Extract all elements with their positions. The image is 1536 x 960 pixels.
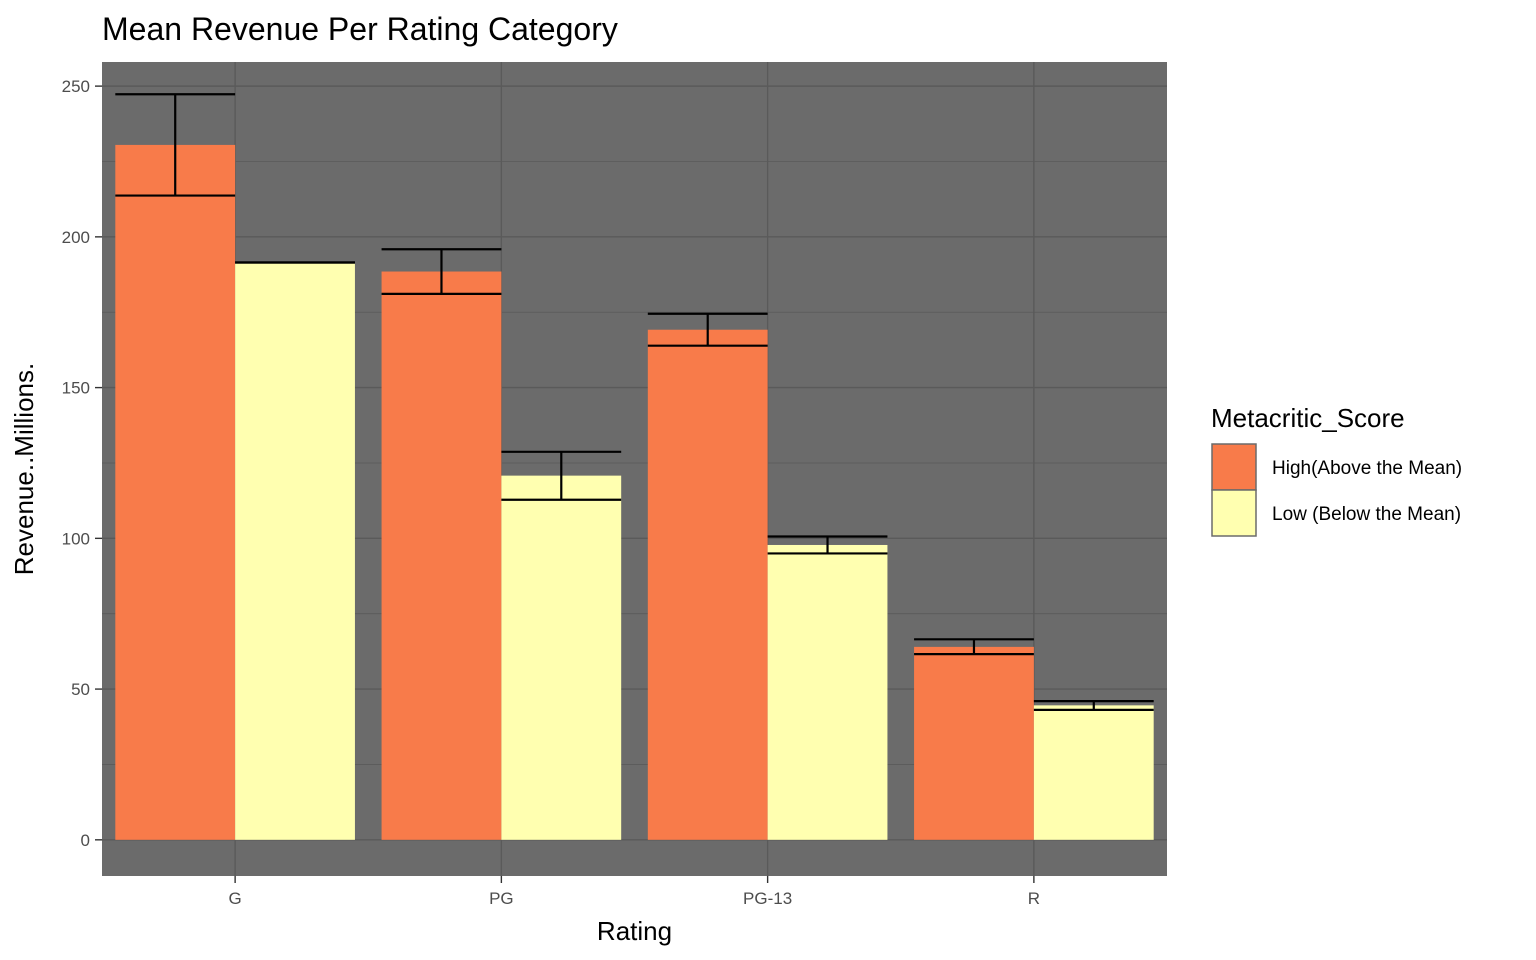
y-tick-label: 150 (62, 379, 90, 398)
x-axis: G PG PG-13 R (229, 876, 1040, 908)
bar (647, 329, 768, 840)
x-tick-label: G (229, 889, 242, 908)
legend-title: Metacritic_Score (1211, 403, 1405, 433)
legend-label: High(Above the Mean) (1272, 458, 1462, 479)
y-axis: 0 50 100 150 200 250 (62, 77, 102, 850)
bar (235, 262, 355, 840)
y-tick-label: 200 (62, 228, 90, 247)
x-tick-label: PG-13 (743, 889, 792, 908)
legend-key (1211, 489, 1257, 537)
error-bar-layer (115, 93, 1154, 711)
bar (501, 475, 622, 840)
y-tick-label: 100 (62, 529, 90, 548)
legend: Metacritic_Score High(Above the Mean) Low… (1211, 403, 1462, 537)
y-axis-title: Revenue..Millions. (9, 363, 39, 575)
legend-label: Low (Below the Mean) (1272, 504, 1461, 525)
y-tick-label: 0 (81, 831, 90, 850)
bar (1033, 705, 1154, 840)
y-tick-label: 50 (71, 680, 90, 699)
bar-layer (115, 144, 1154, 840)
bar (914, 646, 1034, 840)
bar (767, 544, 888, 840)
y-tick-label: 250 (62, 77, 90, 96)
chart-title: Mean Revenue Per Rating Category (102, 11, 618, 47)
x-tick-label: R (1028, 889, 1040, 908)
x-axis-title: Rating (597, 916, 672, 946)
x-tick-label: PG (489, 889, 514, 908)
bar (115, 144, 236, 840)
bar (381, 271, 502, 840)
legend-key (1211, 443, 1257, 491)
